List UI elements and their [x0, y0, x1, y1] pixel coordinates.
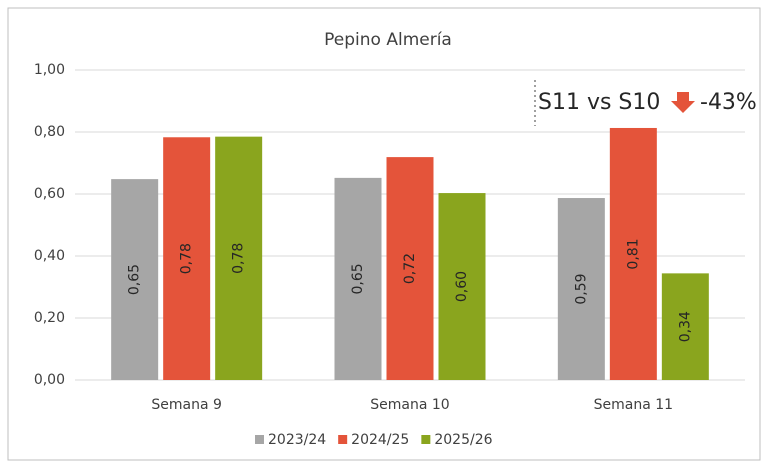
bar [163, 137, 211, 380]
data-label: 0,72 [402, 253, 418, 284]
legend-label: 2024/25 [351, 432, 409, 448]
data-label: 0,34 [677, 311, 693, 342]
legend-swatch [255, 435, 264, 444]
bar [557, 198, 605, 380]
x-tick-label: Semana 10 [370, 397, 449, 413]
data-label: 0,60 [454, 271, 470, 302]
y-tick-label: 0,20 [34, 310, 65, 326]
bar [438, 193, 486, 380]
data-label: 0,78 [231, 243, 247, 274]
x-tick-label: Semana 11 [594, 397, 673, 413]
annotation: S11 vs S10 [538, 90, 660, 115]
chart-title: Pepino Almería [324, 30, 452, 50]
bar [386, 157, 434, 380]
y-tick-label: 0,60 [34, 186, 65, 202]
bar [334, 177, 382, 380]
y-tick-label: 0,40 [34, 248, 65, 264]
down-arrow-icon [671, 92, 695, 113]
bar [215, 136, 263, 380]
legend-swatch [338, 435, 348, 444]
data-label: 0,81 [625, 238, 641, 269]
bar [111, 179, 159, 380]
x-tick-label: Semana 9 [151, 397, 222, 413]
annotation: -43% [700, 90, 757, 115]
data-label: 0,59 [573, 273, 589, 304]
bar [661, 273, 709, 380]
data-label: 0,65 [350, 263, 366, 294]
legend-label: 2023/24 [268, 432, 326, 448]
legend-swatch [421, 435, 431, 444]
data-label: 0,65 [127, 264, 143, 295]
bar [609, 127, 657, 380]
data-label: 0,78 [179, 243, 195, 274]
y-tick-label: 0,00 [34, 372, 65, 388]
legend-label: 2025/26 [434, 432, 492, 448]
y-tick-label: 1,00 [34, 62, 65, 78]
y-tick-label: 0,80 [34, 124, 65, 140]
